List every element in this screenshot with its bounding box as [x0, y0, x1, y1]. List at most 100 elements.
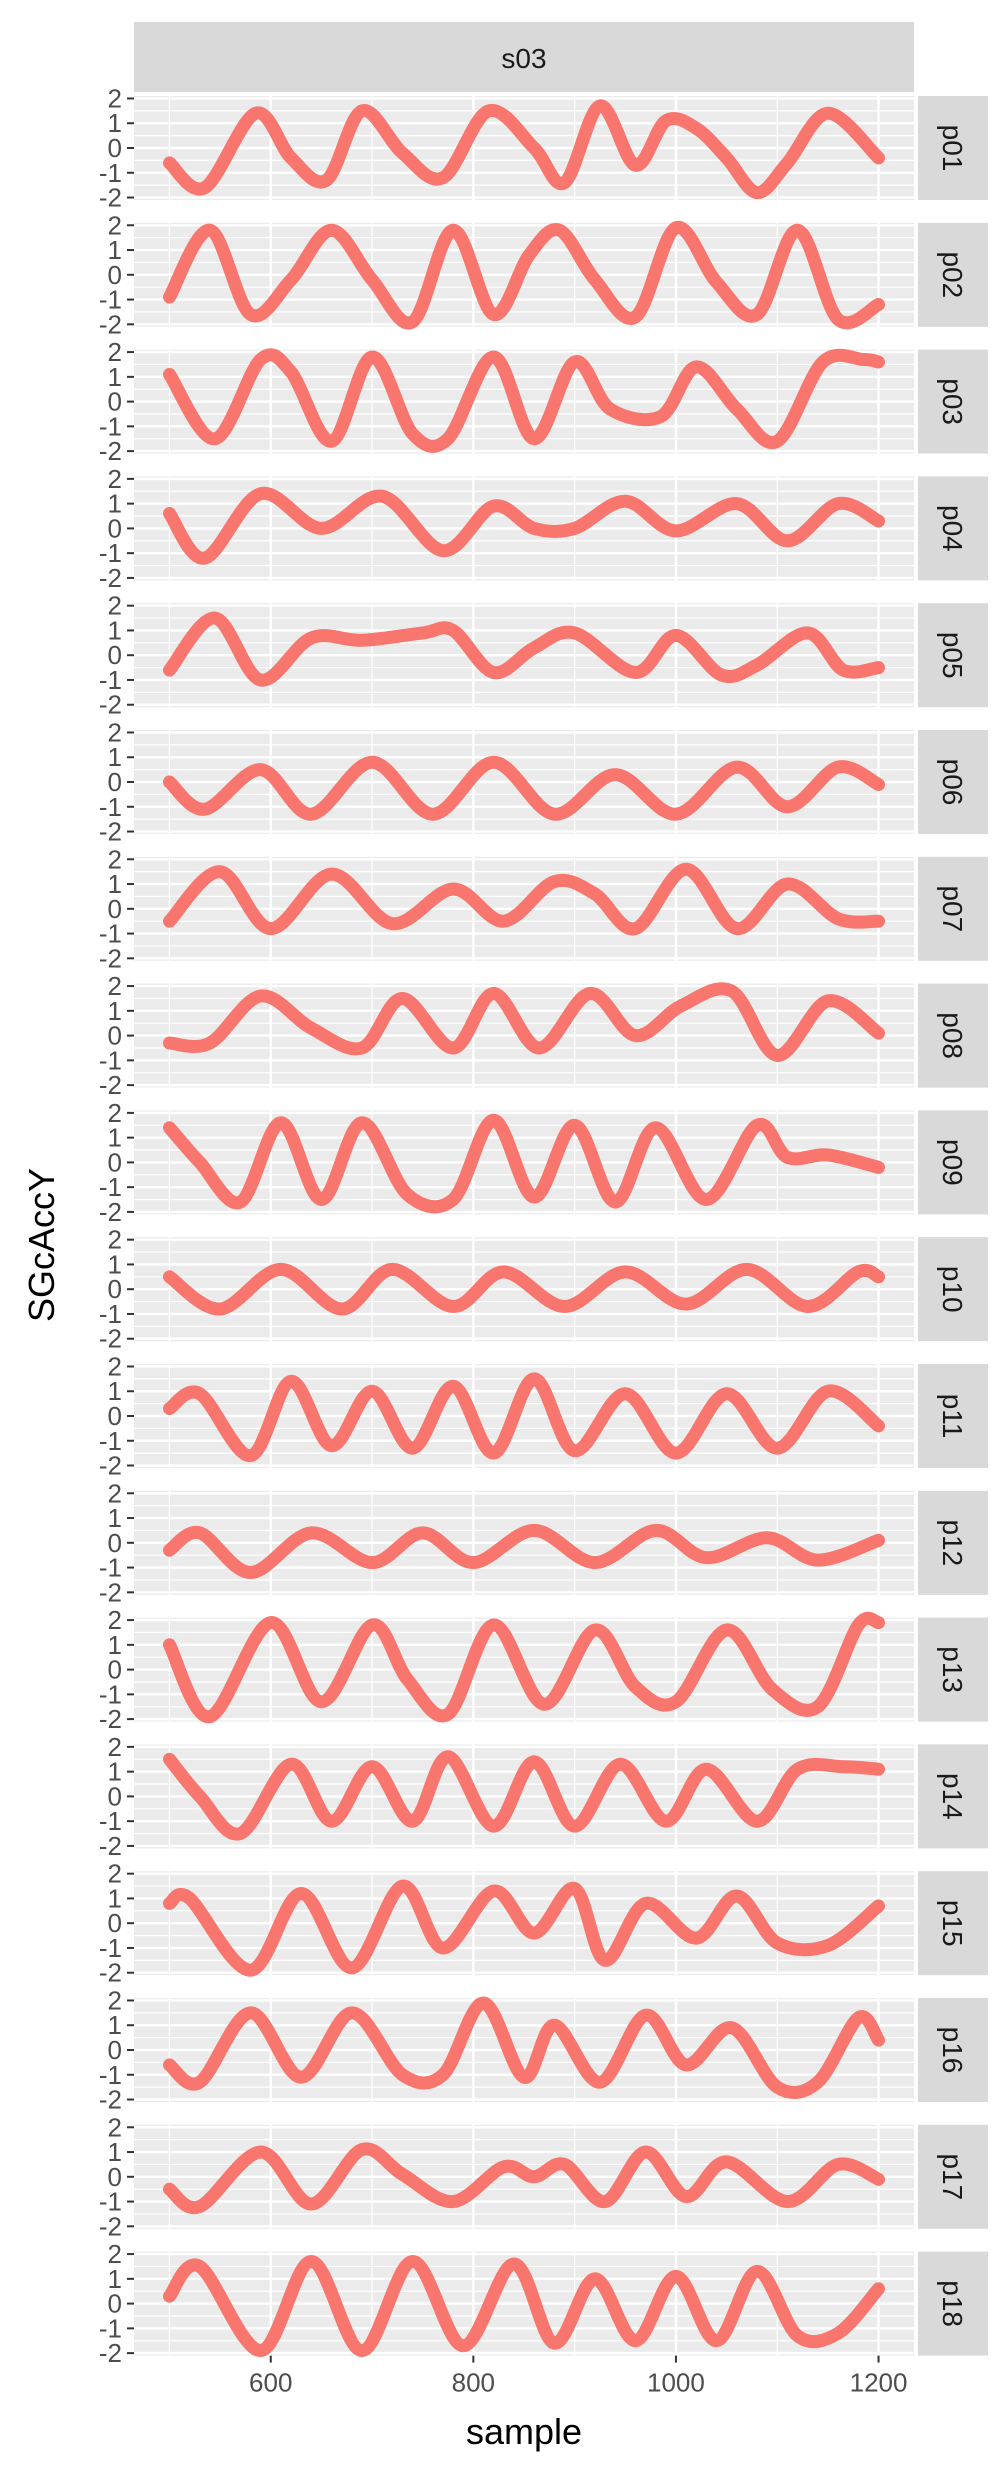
- series-line-p03: [163, 348, 885, 453]
- facet-strip-label: p02: [937, 251, 968, 298]
- y-tick-label: 2: [108, 1478, 122, 1508]
- series-line-p11: [163, 1372, 885, 1463]
- y-tick-label: -1: [99, 2060, 122, 2090]
- y-tick-label: 0: [108, 2035, 122, 2065]
- y-tick-label: 1: [108, 1503, 122, 1533]
- y-tick-label: -1: [99, 1553, 122, 1583]
- y-tick-label: 1: [108, 1630, 122, 1660]
- y-tick-label: 1: [108, 615, 122, 645]
- y-tick-label: -1: [99, 919, 122, 949]
- y-tick-label: 1: [108, 2010, 122, 2040]
- y-tick-label: 2: [108, 1859, 122, 1889]
- y-tick-label: 0: [108, 513, 122, 543]
- y-tick-label: 0: [108, 260, 122, 290]
- y-tick-label: 2: [108, 1985, 122, 2015]
- y-tick-label: 2: [108, 464, 122, 494]
- y-tick-label: -2: [99, 2338, 122, 2368]
- y-tick-label: -2: [99, 1324, 122, 1354]
- x-axis-title: sample: [466, 2411, 582, 2452]
- facet-strip-label: p13: [937, 1646, 968, 1693]
- x-tick-label: 1200: [850, 2368, 908, 2398]
- facet-strip-label: p17: [937, 2153, 968, 2200]
- y-tick-label: 0: [108, 1401, 122, 1431]
- y-tick-label: 0: [108, 1528, 122, 1558]
- y-tick-label: 1: [108, 2137, 122, 2167]
- y-tick-label: 0: [108, 767, 122, 797]
- y-tick-label: -1: [99, 665, 122, 695]
- y-tick-label: -2: [99, 563, 122, 593]
- facet-strip-label: p09: [937, 1139, 968, 1186]
- x-tick-label: 600: [249, 2368, 292, 2398]
- facet-strip-label: p11: [937, 1394, 968, 1439]
- y-tick-label: 2: [108, 210, 122, 240]
- y-tick-label: -1: [99, 1299, 122, 1329]
- y-tick-label: 1: [108, 362, 122, 392]
- y-tick-label: 2: [108, 591, 122, 621]
- y-tick-label: 0: [108, 2162, 122, 2192]
- y-tick-label: -2: [99, 183, 122, 213]
- y-tick-label: 0: [108, 387, 122, 417]
- facet-strip-background: [918, 1490, 988, 1595]
- series-line-p05: [163, 611, 885, 687]
- series-line-p01: [163, 99, 885, 200]
- y-tick-label: -1: [99, 411, 122, 441]
- facet-strip-top-background: [134, 22, 914, 92]
- y-tick-label: 0: [108, 1274, 122, 1304]
- y-tick-label: -1: [99, 1679, 122, 1709]
- facet-strip-background: [918, 2251, 988, 2356]
- y-tick-label: 1: [108, 996, 122, 1026]
- y-tick-label: -2: [99, 1577, 122, 1607]
- y-tick-label: -2: [99, 943, 122, 973]
- y-tick-label: 2: [108, 1225, 122, 1255]
- x-tick-label: 800: [452, 2368, 495, 2398]
- series-line-p12: [163, 1523, 885, 1579]
- facet-strip-background: [918, 1617, 988, 1722]
- facet-strip-label: p16: [937, 2027, 968, 2074]
- y-tick-label: 1: [108, 742, 122, 772]
- y-tick-label: 1: [108, 108, 122, 138]
- y-tick-label: -2: [99, 2085, 122, 2115]
- y-tick-label: -1: [99, 2187, 122, 2217]
- y-tick-label: 0: [108, 1021, 122, 1051]
- y-tick-label: -1: [99, 792, 122, 822]
- facet-strip-label: p08: [937, 1012, 968, 1059]
- y-tick-label: -2: [99, 817, 122, 847]
- series-line-p09: [163, 1113, 885, 1214]
- facet-strip-label: p05: [937, 632, 968, 679]
- y-tick-label: 1: [108, 869, 122, 899]
- facet-strip-background: [918, 96, 988, 200]
- facet-strip-background: [918, 1871, 988, 1976]
- series-line-p02: [163, 221, 885, 330]
- y-tick-label: -1: [99, 1933, 122, 1963]
- y-tick-label: 2: [108, 83, 122, 113]
- facet-strip-background: [918, 1110, 988, 1215]
- facet-strip-label: p14: [937, 1773, 968, 1820]
- series-line-p08: [163, 982, 885, 1062]
- facet-strip-label: p07: [937, 885, 968, 932]
- y-tick-label: 0: [108, 894, 122, 924]
- x-tick-label: 1000: [647, 2368, 705, 2398]
- series-line-p17: [163, 2142, 885, 2215]
- y-tick-label: -2: [99, 436, 122, 466]
- y-tick-label: 1: [108, 2264, 122, 2294]
- y-tick-label: -1: [99, 2313, 122, 2343]
- y-tick-label: 2: [108, 717, 122, 747]
- y-tick-label: 2: [108, 1605, 122, 1635]
- y-tick-label: 0: [108, 133, 122, 163]
- y-tick-label: -1: [99, 158, 122, 188]
- y-tick-label: 0: [108, 1908, 122, 1938]
- facet-strip-label: p03: [937, 378, 968, 425]
- facet-strip-background: [918, 856, 988, 961]
- y-tick-label: 1: [108, 1249, 122, 1279]
- y-tick-label: 1: [108, 1757, 122, 1787]
- series-line-p07: [163, 862, 885, 936]
